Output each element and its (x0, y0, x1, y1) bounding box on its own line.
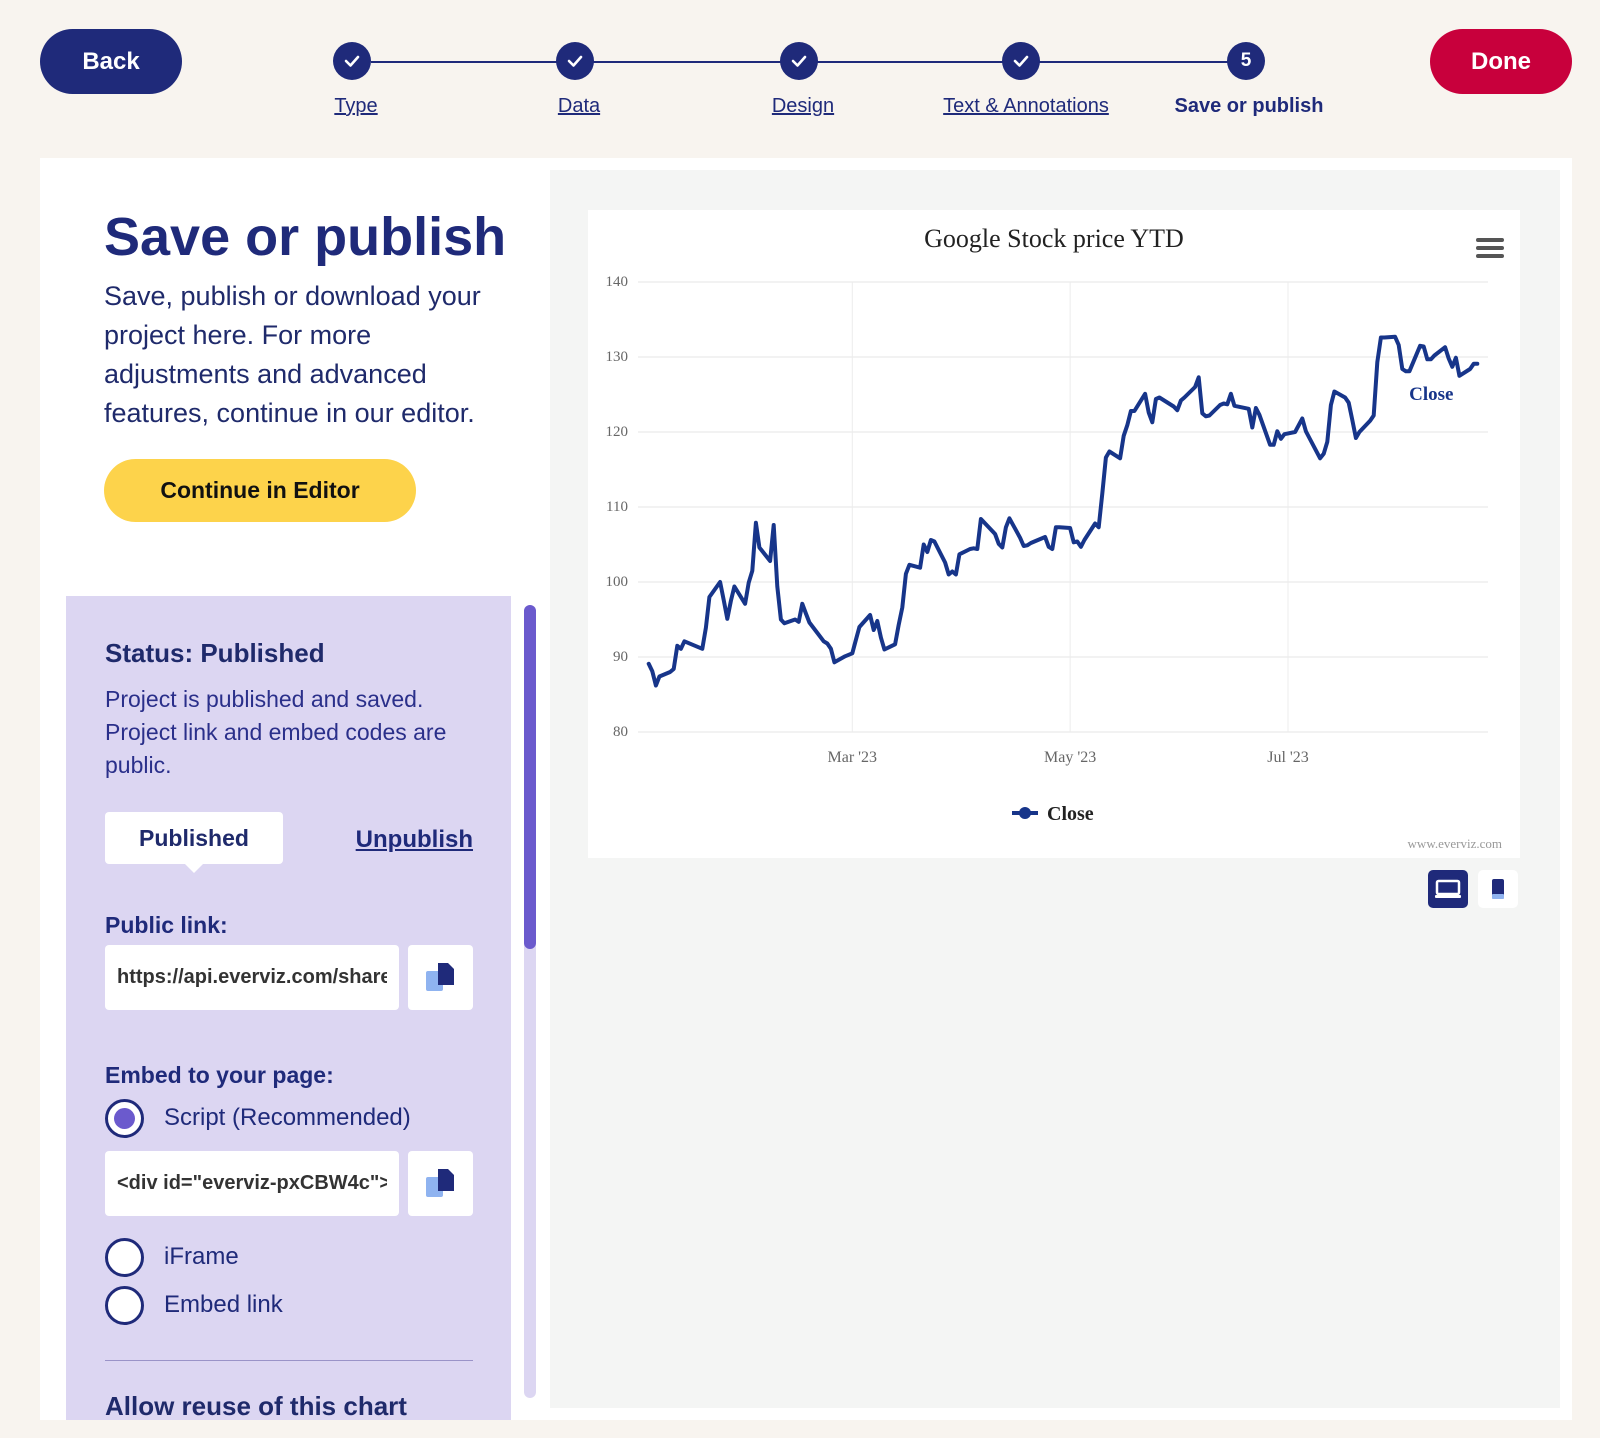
step-design-check-icon[interactable] (780, 42, 818, 80)
series-end-label: Close (1409, 384, 1453, 405)
embed-label: Embed to your page: (105, 1062, 334, 1088)
step-type-check-icon[interactable] (333, 42, 371, 80)
divider (105, 1360, 473, 1361)
chart-title: Google Stock price YTD (924, 224, 1184, 253)
step-label-type[interactable]: Type (334, 95, 378, 117)
embed-option-iframe-label: iFrame (164, 1243, 239, 1270)
copy-embed-code-button[interactable] (408, 1151, 473, 1216)
step-label-text-annotations[interactable]: Text & Annotations (943, 95, 1109, 117)
radio-script[interactable] (105, 1098, 144, 1138)
x-tick-label: May '23 (1044, 749, 1096, 766)
step-label-save-publish: Save or publish (1174, 95, 1324, 117)
desktop-icon (1435, 879, 1461, 898)
radio-iframe[interactable] (105, 1237, 144, 1277)
panel-scrollbar[interactable] (524, 605, 536, 1398)
status-text: Project is published and saved. Project … (105, 686, 447, 778)
public-link-row (105, 945, 473, 1010)
y-tick-label: 110 (606, 499, 628, 515)
step-save-publish-number: 5 (1227, 42, 1265, 80)
embed-option-script-label: Script (Recommended) (164, 1104, 411, 1131)
step-label-data[interactable]: Data (557, 95, 601, 117)
embed-code-field[interactable] (105, 1151, 400, 1216)
chart-credit[interactable]: www.everviz.com (1407, 836, 1502, 851)
y-tick-label: 130 (606, 349, 629, 365)
public-link-label: Public link: (105, 912, 228, 938)
status-title: Status: Published (105, 638, 325, 668)
continue-in-editor-button[interactable]: Continue in Editor (104, 459, 416, 523)
legend-label-close: Close (1047, 803, 1094, 825)
progress-stepper: 5 Type Data Design Text & Annotations Sa… (0, 0, 1600, 140)
embed-option-embed-link-label: Embed link (164, 1291, 283, 1318)
legend-marker (1019, 807, 1031, 819)
page-description: Save, publish or download your project h… (104, 281, 481, 429)
publish-state-row: Published Unpublish (105, 812, 473, 873)
series-line-close (646, 334, 1480, 688)
desktop-view-button[interactable] (1428, 870, 1468, 908)
y-tick-label: 90 (613, 649, 628, 665)
embed-code-row (105, 1151, 473, 1216)
mobile-icon (1492, 879, 1504, 899)
y-tick-label: 80 (613, 724, 628, 740)
unpublish-link[interactable]: Unpublish (355, 826, 473, 853)
back-button[interactable]: Back (40, 29, 182, 94)
copy-icon (425, 962, 454, 991)
y-tick-label: 140 (606, 274, 629, 290)
done-button[interactable]: Done (1430, 29, 1572, 94)
public-link-field[interactable] (105, 945, 400, 1010)
step-data-check-icon[interactable] (556, 42, 594, 80)
hamburger-menu-icon[interactable] (1476, 238, 1504, 262)
step-text-annotations-check-icon[interactable] (1002, 42, 1040, 80)
x-tick-label: Jul '23 (1267, 749, 1309, 766)
y-tick-label: 100 (606, 574, 629, 590)
mobile-view-button[interactable] (1478, 870, 1518, 908)
publish-status-panel: Status: Published Project is published a… (66, 596, 511, 1420)
chart-preview-area: Google Stock price YTD 80 90 100 110 120 130 14… (550, 170, 1560, 1408)
radio-embed-link[interactable] (105, 1285, 144, 1325)
step-label-design[interactable]: Design (771, 95, 835, 117)
main-card: Save or publish Save, publish or downloa… (40, 158, 1572, 1420)
page-title: Save or publish (104, 207, 507, 267)
published-badge: Published (105, 812, 283, 873)
copy-icon (425, 1168, 454, 1197)
line-chart: Google Stock price YTD 80 90 100 110 120 130 14… (606, 224, 1488, 825)
y-tick-label: 120 (606, 424, 629, 440)
reuse-section-title: Allow reuse of this chart (105, 1391, 407, 1420)
chart-card: Google Stock price YTD 80 90 100 110 120 130 14… (588, 210, 1520, 858)
copy-public-link-button[interactable] (408, 945, 473, 1010)
embed-option-iframe[interactable]: iFrame (105, 1234, 473, 1280)
embed-option-script[interactable]: Script (Recommended) (105, 1095, 473, 1141)
embed-option-embed-link[interactable]: Embed link (105, 1282, 473, 1328)
panel-scrollbar-thumb[interactable] (524, 605, 536, 949)
intro-section: Save or publish Save, publish or downloa… (104, 207, 524, 523)
x-tick-label: Mar '23 (828, 749, 878, 766)
